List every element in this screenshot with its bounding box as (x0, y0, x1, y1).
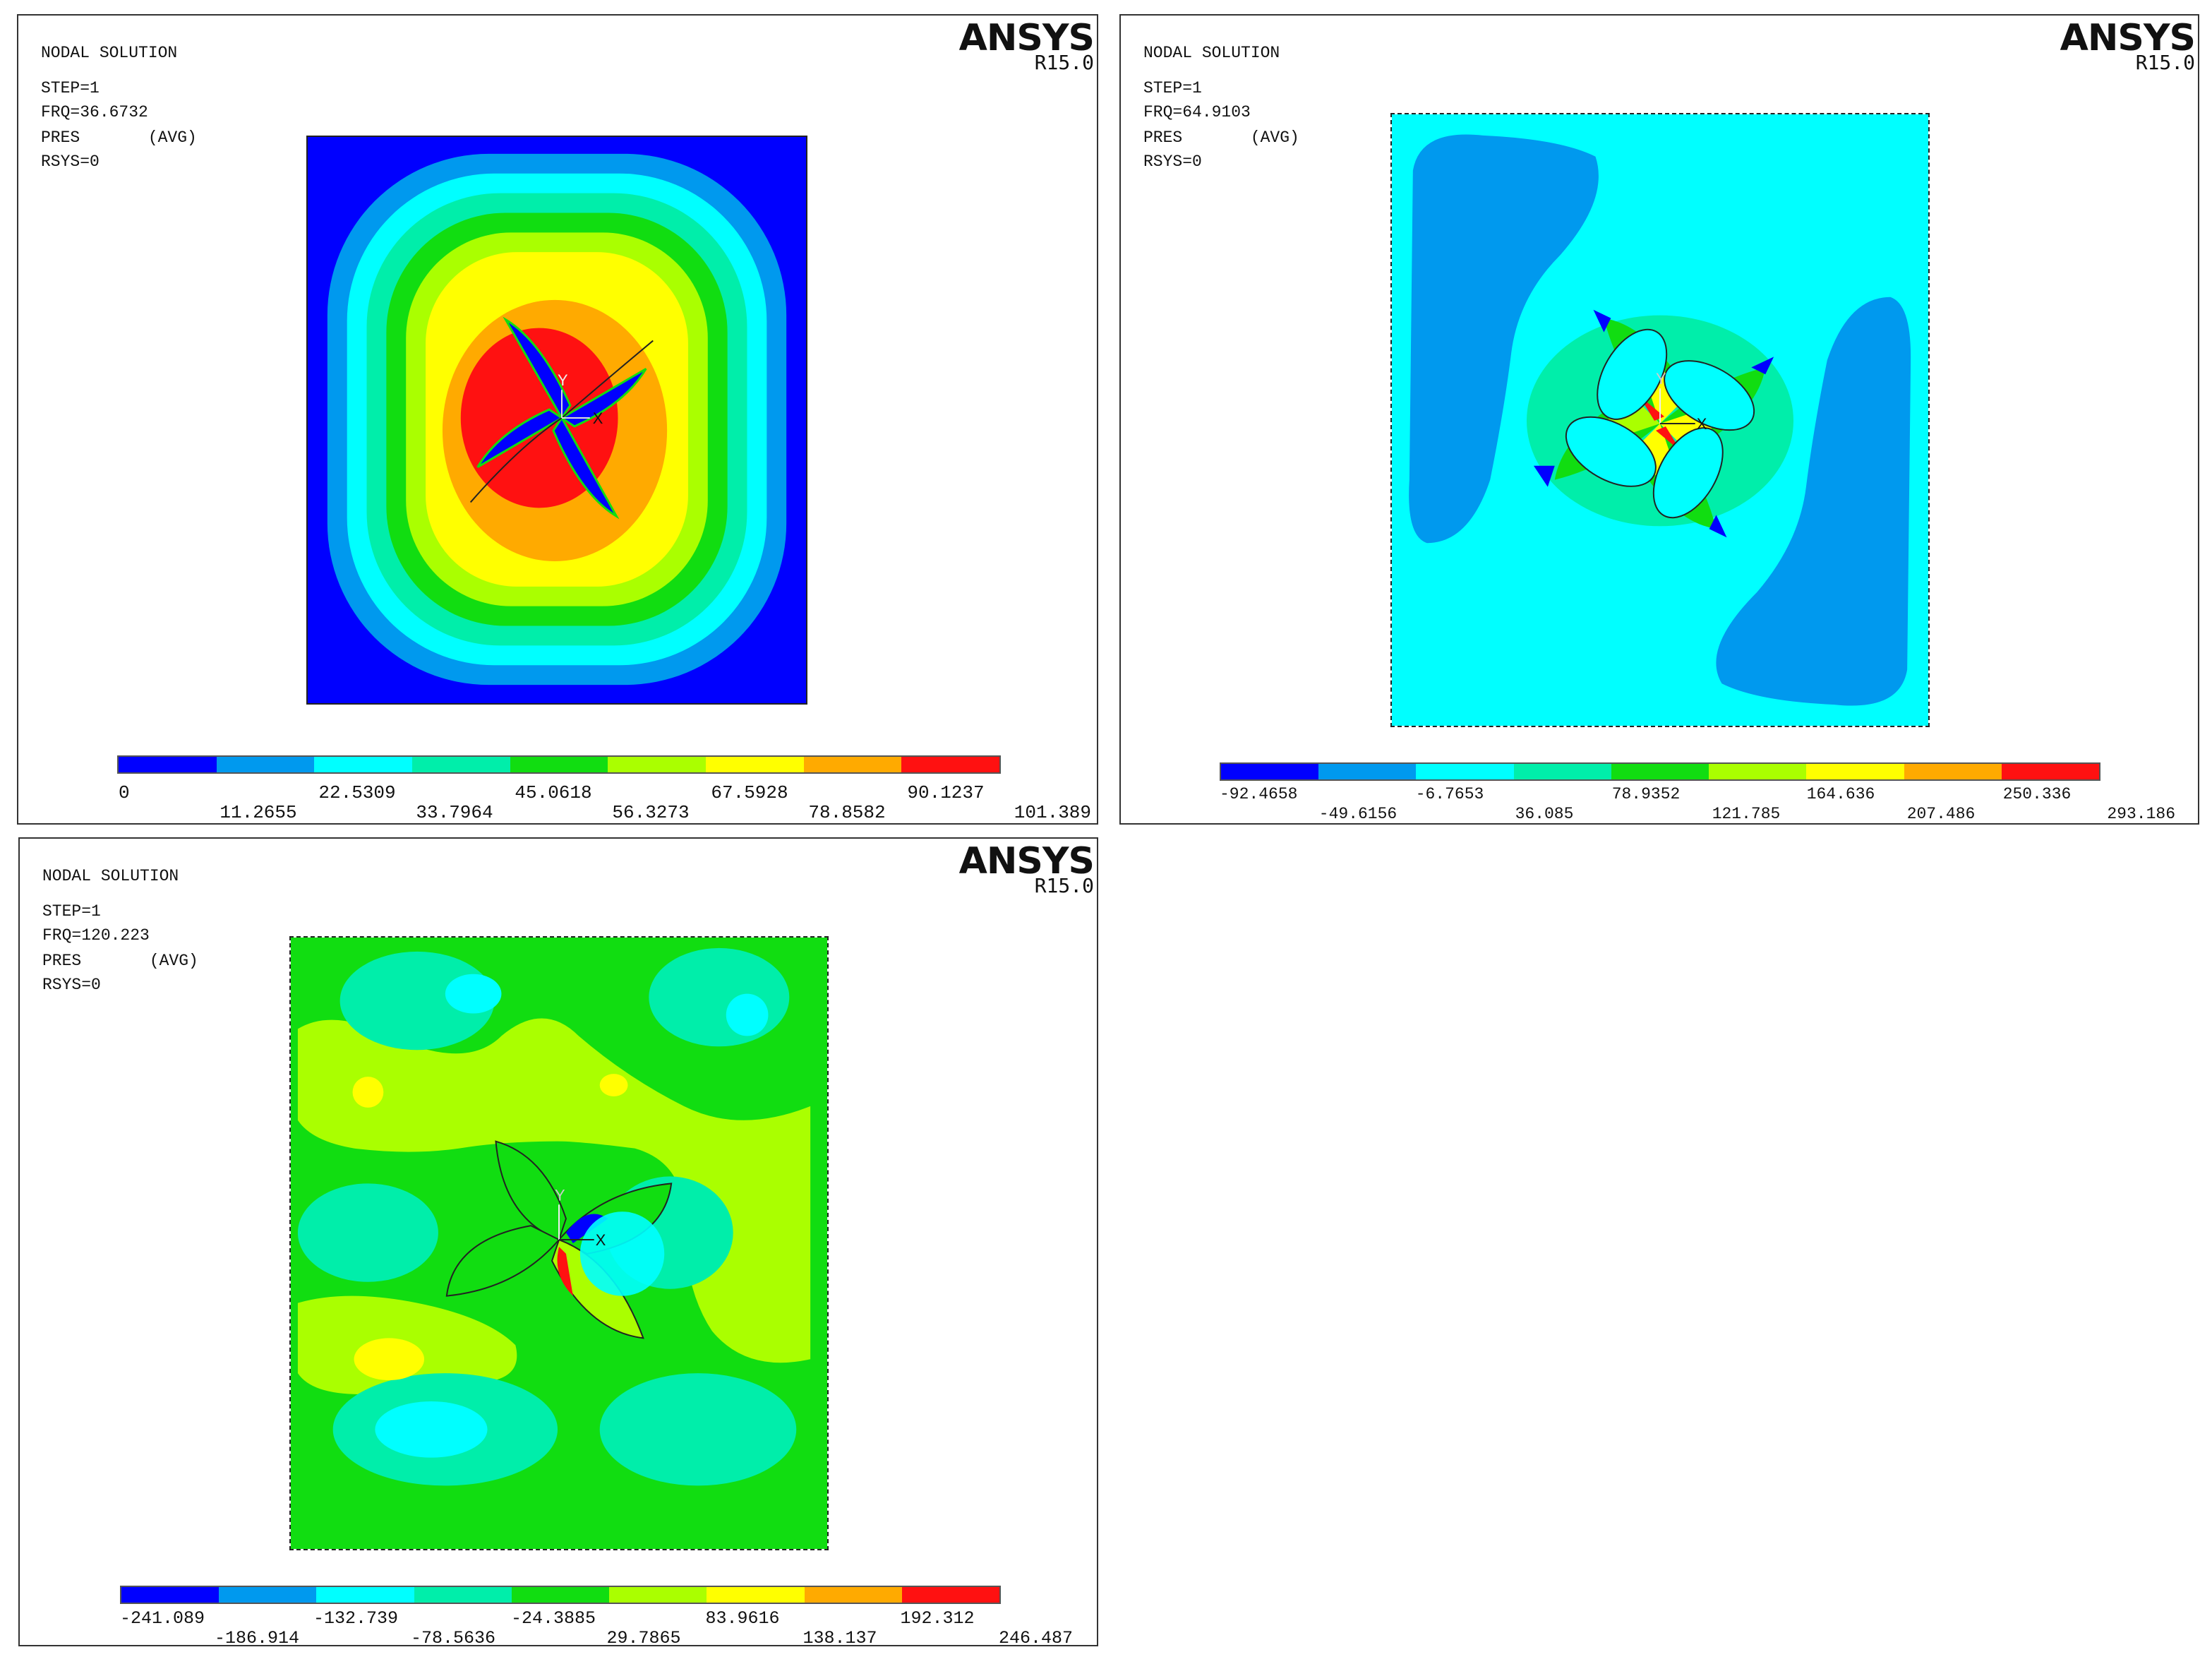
rsys-label: RSYS=0 (42, 976, 101, 994)
legend-swatch (414, 1587, 512, 1603)
step-label: STEP=1 (42, 902, 101, 921)
legend-tick-label: 250.336 (2002, 785, 2072, 803)
version-label: R15.0 (1034, 874, 1094, 897)
legend-tick-label: -241.089 (120, 1608, 205, 1629)
legend-tick-label: 293.186 (2107, 805, 2175, 823)
legend-tick-label: -186.914 (214, 1628, 300, 1648)
frequency-label: FRQ=120.223 (42, 926, 150, 945)
contour-plot-2: Y X (1390, 113, 1930, 727)
legend-swatch (316, 1587, 414, 1603)
legend-tick-label: 33.7964 (416, 802, 493, 823)
legend-swatch (219, 1587, 317, 1603)
legend-swatch (412, 757, 510, 772)
legend-tick-label: 45.0618 (515, 782, 592, 803)
legend-tick-label: -6.7653 (1415, 785, 1484, 803)
legend-tick-label: 83.9616 (705, 1608, 780, 1629)
step-label: STEP=1 (41, 79, 100, 97)
legend-swatch (2001, 764, 2099, 779)
legend-tick-label: -49.6156 (1318, 805, 1397, 823)
legend-tick-label: -92.4658 (1220, 785, 1298, 803)
legend-tick-label: 67.5928 (711, 782, 788, 803)
nodal-solution-label: NODAL SOLUTION (41, 44, 178, 62)
rsys-label: RSYS=0 (1143, 152, 1202, 171)
legend-tick-label: 192.312 (900, 1608, 975, 1629)
nodal-solution-label: NODAL SOLUTION (42, 867, 179, 885)
legend-swatch (314, 757, 413, 772)
pres-label: PRES (AVG) (42, 952, 198, 970)
contour-plot-3: Y X (289, 936, 829, 1550)
legend-tick-label: 246.487 (998, 1628, 1073, 1648)
legend-tick-label: 101.389 (1014, 802, 1091, 823)
legend-tick-label: -24.3885 (510, 1608, 596, 1629)
contour-panel-3: NODAL SOLUTION STEP=1 FRQ=120.223 PRES (… (18, 837, 1098, 1648)
axis-y-label: Y (558, 371, 568, 389)
legend-tick-label: 138.137 (803, 1628, 877, 1648)
legend-tick-label: 78.8582 (808, 802, 886, 823)
color-legend-bar (1220, 762, 2100, 781)
axis-x-label: X (596, 1231, 606, 1249)
legend-swatch (1416, 764, 1514, 779)
contour-panel-2: NODAL SOLUTION STEP=1 FRQ=64.9103 PRES (… (1119, 14, 2199, 825)
frequency-label: FRQ=64.9103 (1143, 103, 1251, 121)
legend-tick-label: 11.2655 (220, 802, 297, 823)
legend-tick-label: 78.9352 (1611, 785, 1681, 803)
legend-swatch (1611, 764, 1709, 779)
ansys-logo: ANSYS (2060, 17, 2196, 59)
legend-swatch (216, 757, 315, 772)
legend-swatch (803, 757, 902, 772)
legend-tick-label: 207.486 (1906, 805, 1976, 823)
legend-swatch (1709, 764, 1807, 779)
color-legend-bar (117, 755, 1001, 774)
contour-panel-1: NODAL SOLUTION STEP=1 FRQ=36.6732 PRES (… (17, 14, 1098, 825)
legend-swatch (1318, 764, 1417, 779)
legend-swatch (706, 757, 804, 772)
color-legend-bar (120, 1586, 1001, 1604)
axis-y-label: Y (1656, 370, 1666, 388)
legend-tick-label: 22.5309 (318, 782, 396, 803)
legend-tick-label: 90.1237 (907, 782, 985, 803)
legend-swatch (510, 757, 608, 772)
version-label: R15.0 (2135, 51, 2195, 74)
legend-swatch (511, 1587, 610, 1603)
legend-swatch (119, 757, 217, 772)
legend-tick-label: 29.7865 (606, 1628, 681, 1648)
legend-tick-label: -78.5636 (410, 1628, 496, 1648)
step-label: STEP=1 (1143, 79, 1202, 97)
legend-swatch (121, 1587, 220, 1603)
legend-tick-label: -132.739 (313, 1608, 399, 1629)
legend-tick-label: 121.785 (1712, 805, 1781, 823)
legend-tick-label: 56.3273 (612, 802, 690, 823)
legend-swatch (1904, 764, 2002, 779)
axis-y-label: Y (555, 1186, 565, 1204)
legend-swatch (901, 1587, 999, 1603)
legend-tick-label: 36.085 (1515, 805, 1574, 823)
pres-label: PRES (AVG) (1143, 128, 1299, 147)
axis-x-label: X (1697, 415, 1707, 433)
legend-swatch (1221, 764, 1319, 779)
legend-swatch (1806, 764, 1904, 779)
legend-swatch (609, 1587, 707, 1603)
ansys-logo: ANSYS (958, 17, 1095, 59)
version-label: R15.0 (1034, 51, 1094, 74)
legend-swatch (707, 1587, 805, 1603)
nodal-solution-label: NODAL SOLUTION (1143, 44, 1280, 62)
legend-swatch (804, 1587, 902, 1603)
rsys-label: RSYS=0 (41, 152, 100, 171)
contour-plot-1: Y X (306, 136, 807, 705)
axis-x-label: X (593, 409, 603, 427)
legend-swatch (901, 757, 1000, 772)
legend-swatch (1513, 764, 1611, 779)
legend-tick-label: 164.636 (1806, 785, 1875, 803)
ansys-logo: ANSYS (958, 840, 1095, 882)
frequency-label: FRQ=36.6732 (41, 103, 148, 121)
legend-tick-label: 0 (119, 782, 130, 803)
pres-label: PRES (AVG) (41, 128, 197, 147)
legend-swatch (608, 757, 707, 772)
